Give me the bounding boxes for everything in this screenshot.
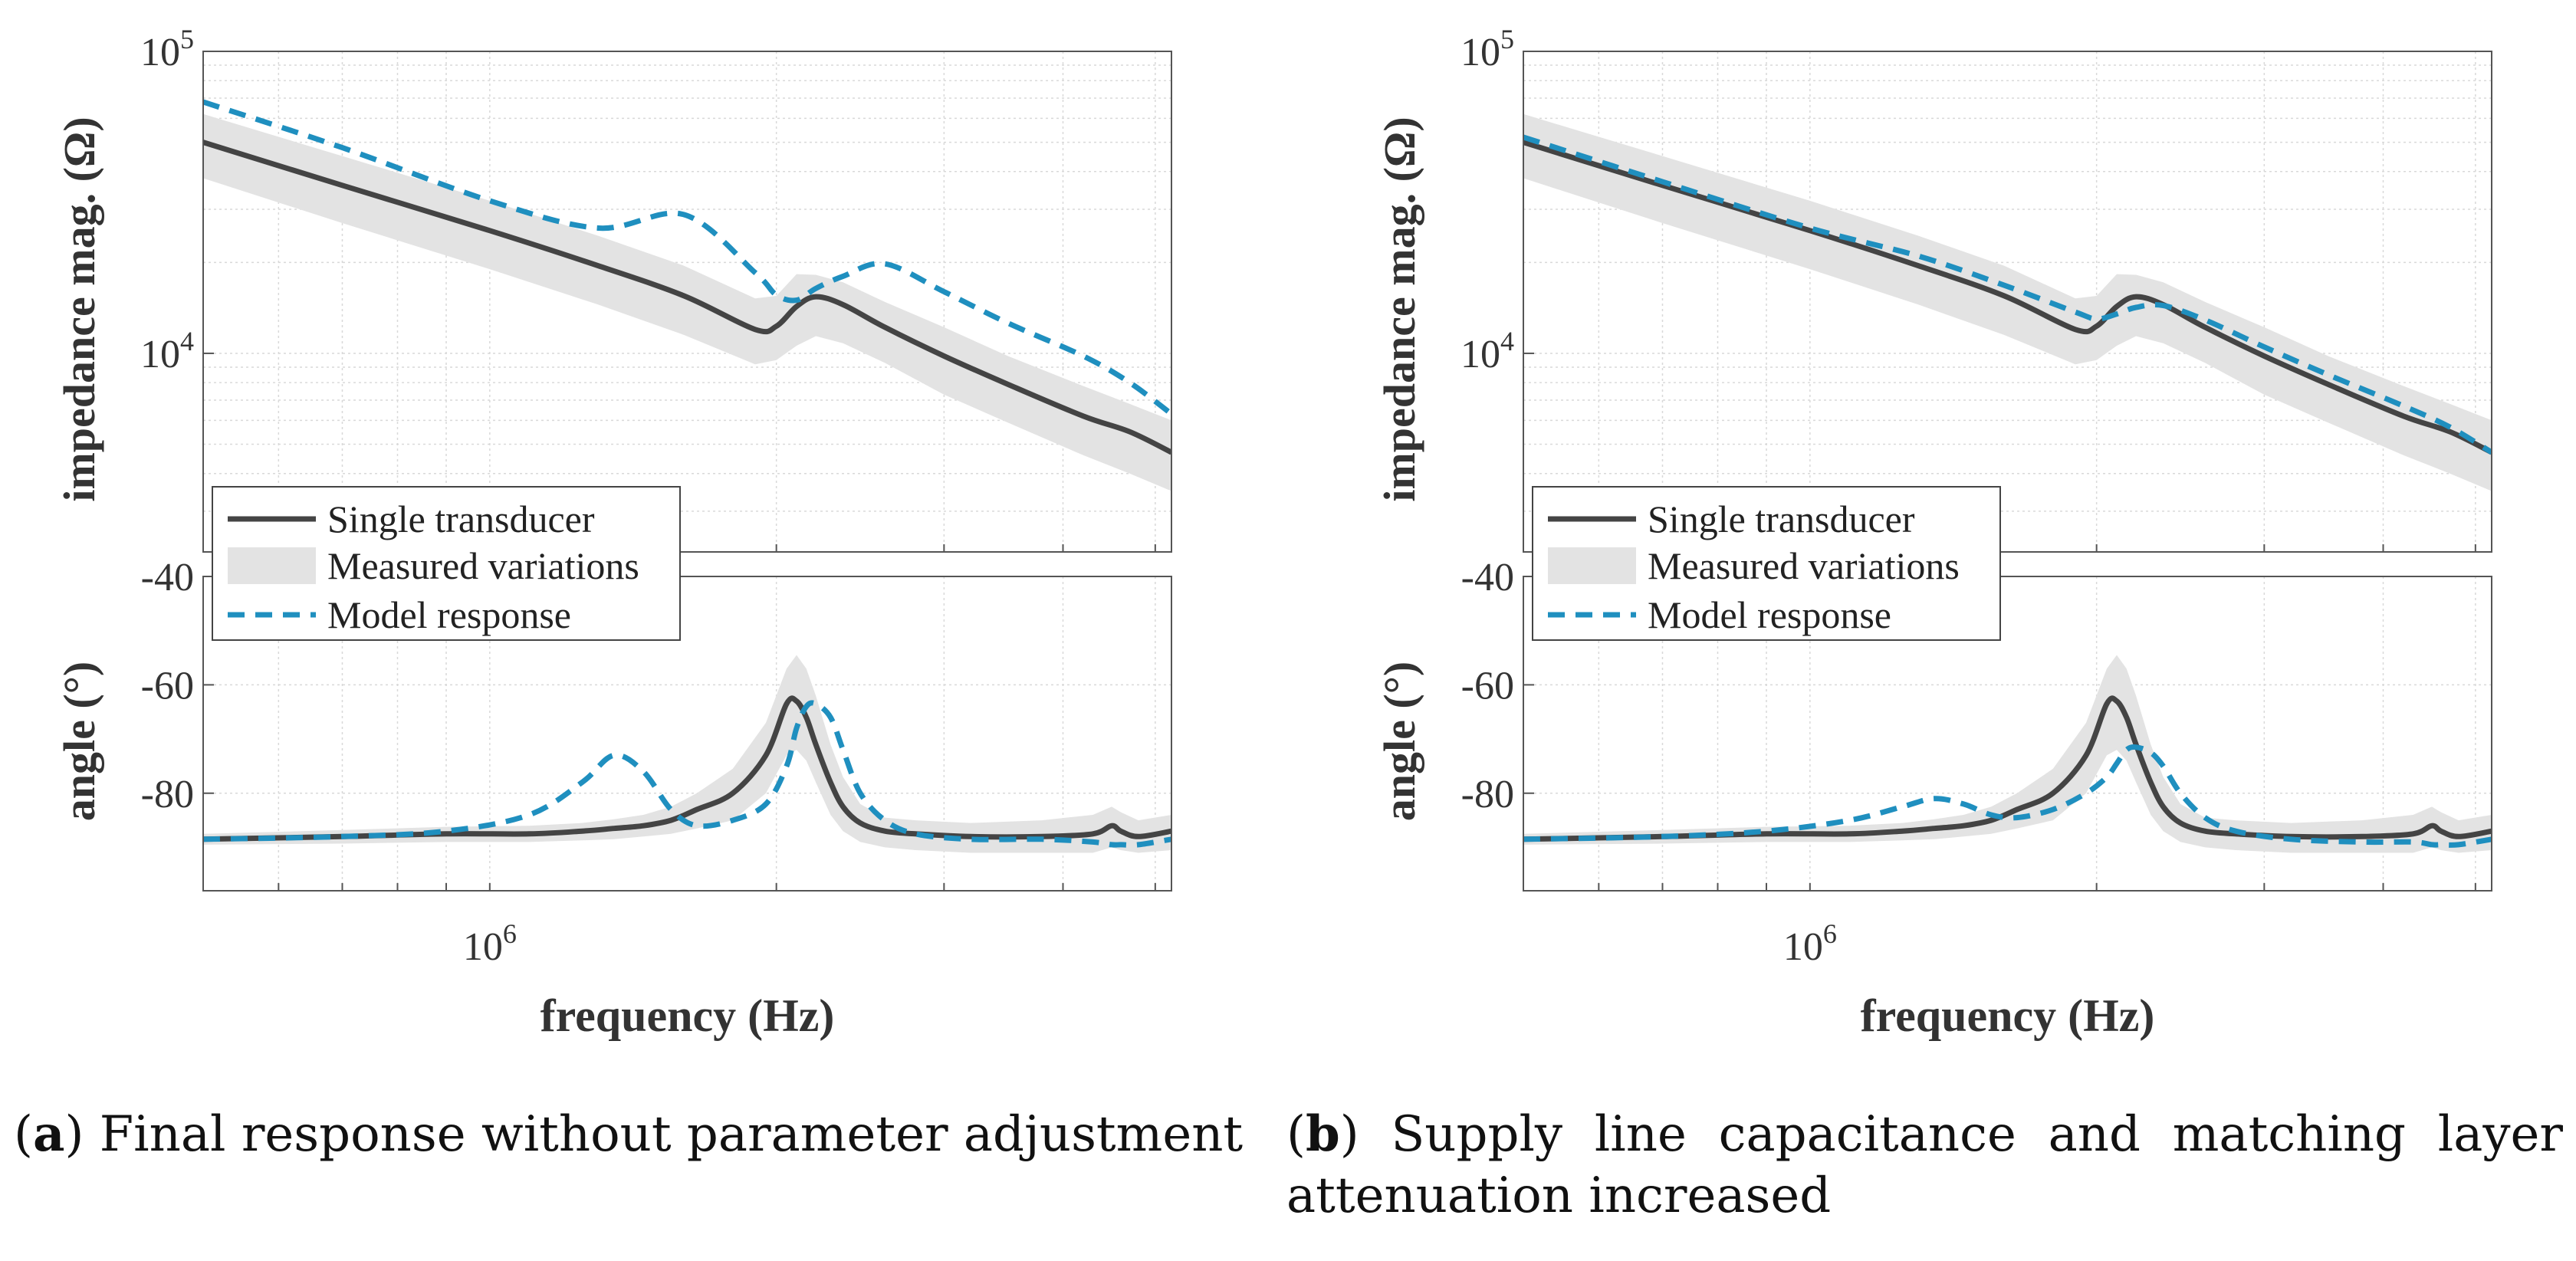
magnitude-y-tick-label: 104 [1460, 326, 1514, 376]
magnitude-y-axis-label: impedance mag. (Ω) [1375, 117, 1424, 501]
magnitude-axes: 104 105 impedance mag. (Ω) [1375, 24, 2492, 553]
legend-entry-label: Single transducer [1648, 498, 1915, 540]
x-axis-label: frequency (Hz) [540, 990, 835, 1041]
magnitude-y-axis-label: impedance mag. (Ω) [54, 117, 104, 501]
x-tick-label: 106 [1783, 918, 1837, 969]
caption-b-text: Supply line capacitance and matching lay… [1286, 1106, 2564, 1224]
caption-a-open-paren: ( [14, 1106, 33, 1163]
legend-measured-variations-swatch [228, 547, 316, 584]
caption-a-letter: a [32, 1105, 65, 1163]
legend-entry-label: Measured variations [1648, 544, 1960, 587]
magnitude-single-transducer-line [203, 140, 1171, 455]
legend-entry-label: Model response [327, 593, 571, 636]
angle-y-tick-label: -80 [1461, 773, 1514, 816]
panel-a-chart: 104 105 impedance mag. (Ω) -40 -60 -80 angle (… [54, 24, 1172, 1041]
angle-y-grid [203, 684, 1171, 794]
legend-entry-label: Single transducer [327, 498, 595, 540]
angle-single-transducer-line [203, 695, 1171, 842]
magnitude-model-response-line [203, 99, 1171, 416]
magnitude-model-response-line [1523, 134, 2492, 455]
caption-a: (a) Final response without parameter adj… [14, 1104, 1271, 1165]
angle-y-tick-label: -40 [1461, 556, 1514, 599]
angle-y-grid [1523, 684, 2492, 794]
legend-measured-variations-swatch [1548, 547, 1636, 584]
magnitude-frame [1523, 51, 2492, 553]
caption-a-text: Final response without parameter adjustm… [99, 1106, 1244, 1163]
caption-b: (b) Supply line capacitance and matching… [1286, 1104, 2563, 1227]
angle-y-axis-label: angle (°) [54, 662, 104, 821]
magnitude-y-tick-label: 104 [140, 326, 194, 376]
caption-b-close-paren: ) [1339, 1106, 1359, 1163]
angle-y-tick-label: -60 [141, 664, 194, 708]
caption-a-close-paren: ) [64, 1106, 84, 1163]
magnitude-y-grid [203, 64, 1171, 512]
angle-y-tick-label: -40 [141, 556, 194, 599]
angle-lines [1523, 695, 2492, 848]
caption-b-letter: b [1305, 1105, 1340, 1163]
angle-frame [202, 576, 1172, 892]
angle-y-tick-label: -80 [141, 773, 194, 816]
x-tick-label: 106 [463, 918, 517, 969]
angle-y-tick-label: -60 [1461, 664, 1514, 708]
legend-entry-label: Model response [1648, 593, 1891, 636]
magnitude-variation-band [203, 113, 1171, 491]
legend-entry-label: Measured variations [327, 544, 639, 587]
x-axis-label: frequency (Hz) [1861, 990, 2155, 1041]
caption-b-open-paren: ( [1286, 1106, 1306, 1163]
angle-frame [1523, 576, 2492, 892]
magnitude-axes: 104 105 impedance mag. (Ω) [54, 24, 1172, 553]
magnitude-variation-band [1523, 113, 2492, 491]
angle-lines [203, 695, 1171, 848]
angle-single-transducer-line [1523, 695, 2492, 842]
panel-b-chart: 104 105 impedance mag. (Ω) -40 -60 -80 angle (… [1375, 24, 2492, 1041]
angle-model-response-line [203, 700, 1171, 848]
magnitude-lines [203, 99, 1171, 455]
angle-y-axis-label: angle (°) [1375, 662, 1424, 821]
magnitude-lines [1523, 134, 2492, 455]
magnitude-y-tick-label: 105 [1460, 24, 1514, 74]
magnitude-y-tick-label: 105 [140, 24, 194, 74]
angle-model-response-line [1523, 744, 2492, 848]
magnitude-frame [202, 51, 1172, 553]
